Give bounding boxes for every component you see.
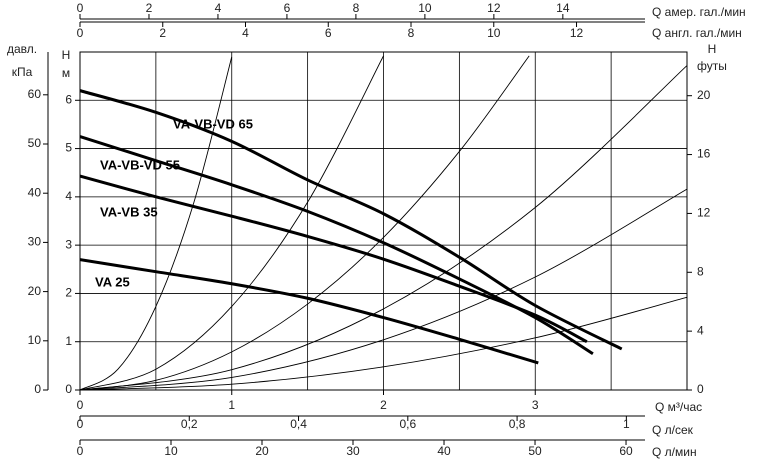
axis-tick-label: 4 bbox=[697, 323, 704, 337]
axis-tick-label: 0 bbox=[697, 382, 704, 396]
x-tick-label: 2 bbox=[380, 398, 387, 412]
y-axis-label: H bbox=[62, 48, 71, 62]
axis-tick-label: 10 bbox=[164, 444, 178, 458]
axis-tick-label: 8 bbox=[697, 264, 704, 278]
y-tick-label: 2 bbox=[65, 286, 72, 300]
axis-tick-label: 12 bbox=[487, 1, 501, 15]
axis-tick-label: 40 bbox=[437, 444, 451, 458]
axis-tick-label: 20 bbox=[28, 284, 42, 298]
y-tick-label: 1 bbox=[65, 334, 72, 348]
axis-tick-label: 0 bbox=[77, 417, 84, 431]
axis-tick-label: 4 bbox=[215, 1, 222, 15]
axis-tick-label: 0,2 bbox=[181, 417, 198, 431]
axis-tick-label: 30 bbox=[28, 235, 42, 249]
axis-tick-label: 1 bbox=[623, 417, 630, 431]
axis-tick-label: 60 bbox=[619, 444, 633, 458]
axis-tick-label: 10 bbox=[418, 1, 432, 15]
y-tick-label: 6 bbox=[65, 92, 72, 106]
pump-curve bbox=[80, 89, 623, 351]
axis-label: давл. bbox=[7, 42, 37, 56]
y-tick-label: 5 bbox=[65, 141, 72, 155]
axis-tick-label: 10 bbox=[28, 333, 42, 347]
axis-tick-label: 16 bbox=[697, 147, 711, 161]
curve-label: VA-VB-VD 55 bbox=[100, 157, 180, 172]
axis-tick-label: 60 bbox=[28, 87, 42, 101]
axis-tick-label: 12 bbox=[570, 26, 584, 40]
y-axis-label: м bbox=[62, 66, 70, 80]
axis-tick-label: 12 bbox=[697, 206, 711, 220]
axis-tick-label: 6 bbox=[325, 26, 332, 40]
curve-label: VA-VB 35 bbox=[100, 204, 158, 219]
resistance-curve bbox=[80, 65, 687, 390]
x-tick-label: 3 bbox=[532, 398, 539, 412]
pump-curve bbox=[80, 258, 539, 365]
curve-label: VA-VB-VD 65 bbox=[173, 116, 253, 131]
x-axis-label: Q м³/час bbox=[655, 400, 702, 414]
axis-tick-label: 0 bbox=[77, 444, 84, 458]
axis-tick-label: 40 bbox=[28, 185, 42, 199]
pump-curve bbox=[80, 174, 588, 344]
axis-tick-label: 4 bbox=[242, 26, 249, 40]
x-tick-label: 0 bbox=[77, 398, 84, 412]
axis-tick-label: 14 bbox=[556, 1, 570, 15]
axis-tick-label: 0 bbox=[34, 382, 41, 396]
axis-tick-label: 8 bbox=[353, 1, 360, 15]
axis-tick-label: 6 bbox=[284, 1, 291, 15]
axis-label: кПа bbox=[12, 65, 33, 79]
axis-tick-label: 10 bbox=[487, 26, 501, 40]
axis-tick-label: 20 bbox=[697, 88, 711, 102]
axis-tick-label: 50 bbox=[528, 444, 542, 458]
axis-tick-label: 0,6 bbox=[399, 417, 416, 431]
axis-tick-label: 0,8 bbox=[509, 417, 526, 431]
axis-tick-label: 2 bbox=[146, 1, 153, 15]
axis-label: футы bbox=[697, 59, 727, 73]
axis-tick-label: 20 bbox=[255, 444, 269, 458]
axis-label: Q амер. гал./мин bbox=[652, 5, 746, 19]
axis-tick-label: 0 bbox=[77, 26, 84, 40]
curve-label: VA 25 bbox=[95, 274, 130, 289]
plot-area bbox=[80, 55, 687, 390]
axis-tick-label: 2 bbox=[159, 26, 166, 40]
axis-label: Q л/сек bbox=[652, 423, 694, 437]
axis-label: Q л/мин bbox=[652, 445, 697, 459]
axis-tick-label: 30 bbox=[346, 444, 360, 458]
axis-label: H bbox=[708, 42, 717, 56]
y-tick-label: 4 bbox=[65, 189, 72, 203]
axis-tick-label: 0,4 bbox=[290, 417, 307, 431]
y-tick-label: 0 bbox=[65, 382, 72, 396]
axis-label: Q англ. гал./мин bbox=[652, 26, 742, 40]
x-tick-label: 1 bbox=[228, 398, 235, 412]
resistance-curve bbox=[80, 55, 384, 390]
resistance-curve bbox=[80, 296, 687, 390]
axis-tick-label: 8 bbox=[408, 26, 415, 40]
axis-tick-label: 0 bbox=[77, 1, 84, 15]
resistance-curve bbox=[80, 188, 687, 390]
axis-tick-label: 50 bbox=[28, 136, 42, 150]
y-tick-label: 3 bbox=[65, 237, 72, 251]
